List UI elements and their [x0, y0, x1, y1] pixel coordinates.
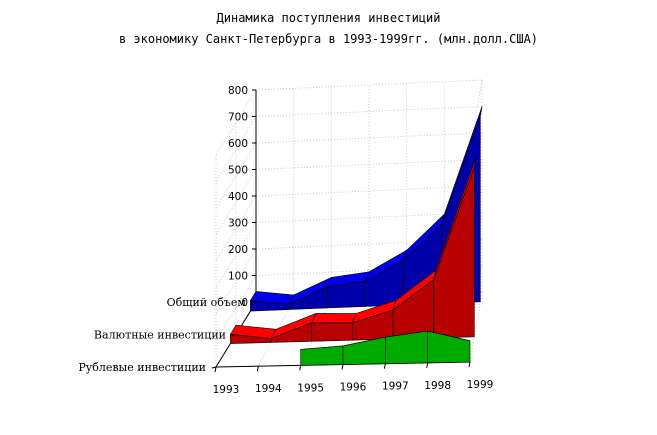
chart-title-block: Динамика поступления инвестиций в эконом…: [0, 8, 657, 50]
y-tick-label: 600: [228, 138, 248, 150]
z-tick-mark: [211, 366, 217, 369]
series-front-face: [311, 322, 353, 342]
x-tick-label: 1994: [255, 383, 282, 395]
grid-line-side-horizontal: [215, 142, 257, 209]
x-tick-mark: [256, 366, 259, 372]
y-tick-label: 700: [228, 112, 248, 124]
z-tick-mark: [231, 334, 237, 336]
grid-line-side-horizontal: [215, 195, 257, 262]
grid-line-side-horizontal: [215, 222, 257, 288]
y-tick-label: 200: [228, 244, 248, 256]
grid-line-side-horizontal: [215, 169, 257, 235]
series-front-face: [342, 336, 386, 365]
y-tick-label: 100: [228, 271, 248, 283]
x-tick-mark: [426, 362, 429, 368]
x-tick-label: 1995: [297, 382, 324, 394]
grid-line-side-horizontal: [215, 89, 257, 156]
x-tick-label: 1996: [340, 382, 367, 394]
series-ribbon: [229, 157, 477, 344]
x-tick-label: 1998: [424, 380, 451, 392]
series-ribbon: [300, 330, 471, 366]
y-tick-label: 0: [241, 297, 248, 309]
z-tick-mark: [251, 301, 257, 304]
series-label: Общий объем: [167, 296, 247, 309]
x-tick-mark: [299, 365, 302, 371]
x-tick-mark: [383, 363, 386, 369]
chart-subtitle: в экономику Санкт-Петербурга в 1993-1999…: [118, 32, 539, 46]
grid-line-side-horizontal: [215, 248, 257, 315]
grid-line-floor-depth: [257, 300, 295, 367]
y-tick-label: 800: [228, 85, 248, 97]
y-tick-label: 500: [228, 165, 248, 177]
x-tick-label: 1999: [467, 379, 494, 391]
series-top-face: [311, 313, 357, 324]
series-layer: [229, 106, 483, 366]
chart-title: Динамика поступления инвестиций: [216, 11, 441, 25]
series-label: Рублевые инвестиции: [78, 361, 206, 374]
x-tick-mark: [468, 361, 471, 368]
grid-line-side-horizontal: [215, 275, 257, 341]
series-front-face: [300, 345, 344, 366]
series-front-face: [433, 167, 475, 339]
axis-labels: 0 100 200 300 400 500 600 700 800 1993 1994 1995 199…: [78, 85, 493, 396]
x-tick-mark: [341, 364, 344, 370]
y-tick-label: 300: [228, 218, 248, 230]
x-tick-mark: [214, 366, 217, 373]
grid-line-side-horizontal: [215, 116, 257, 182]
y-tick-label: 400: [228, 191, 248, 203]
x-tick-label: 1997: [382, 381, 409, 393]
x-tick-label: 1993: [213, 384, 240, 396]
series-label: Валютные инвестиции: [94, 329, 226, 342]
